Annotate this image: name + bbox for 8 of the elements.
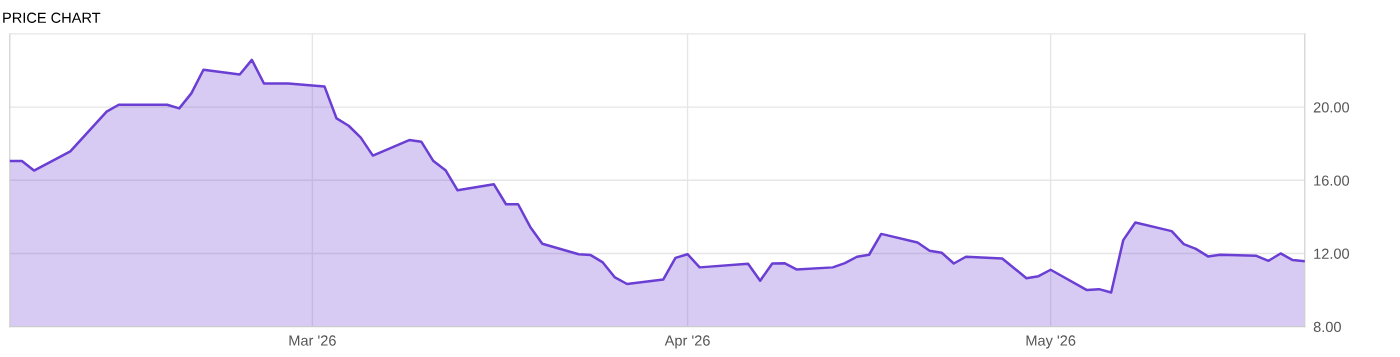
x-tick-label: Apr '26 <box>664 335 710 349</box>
x-tick-label: Mar '26 <box>289 335 336 346</box>
x-tick-label: May '26 <box>1026 335 1076 349</box>
y-tick-label: 16.00 <box>1314 175 1350 186</box>
y-tick-label: 20.00 <box>1313 102 1350 113</box>
y-tick-label: 12.00 <box>1314 248 1350 259</box>
y-tick-label: 8.00 <box>1313 321 1341 333</box>
chart-title: PRICE CHART <box>3 12 101 23</box>
